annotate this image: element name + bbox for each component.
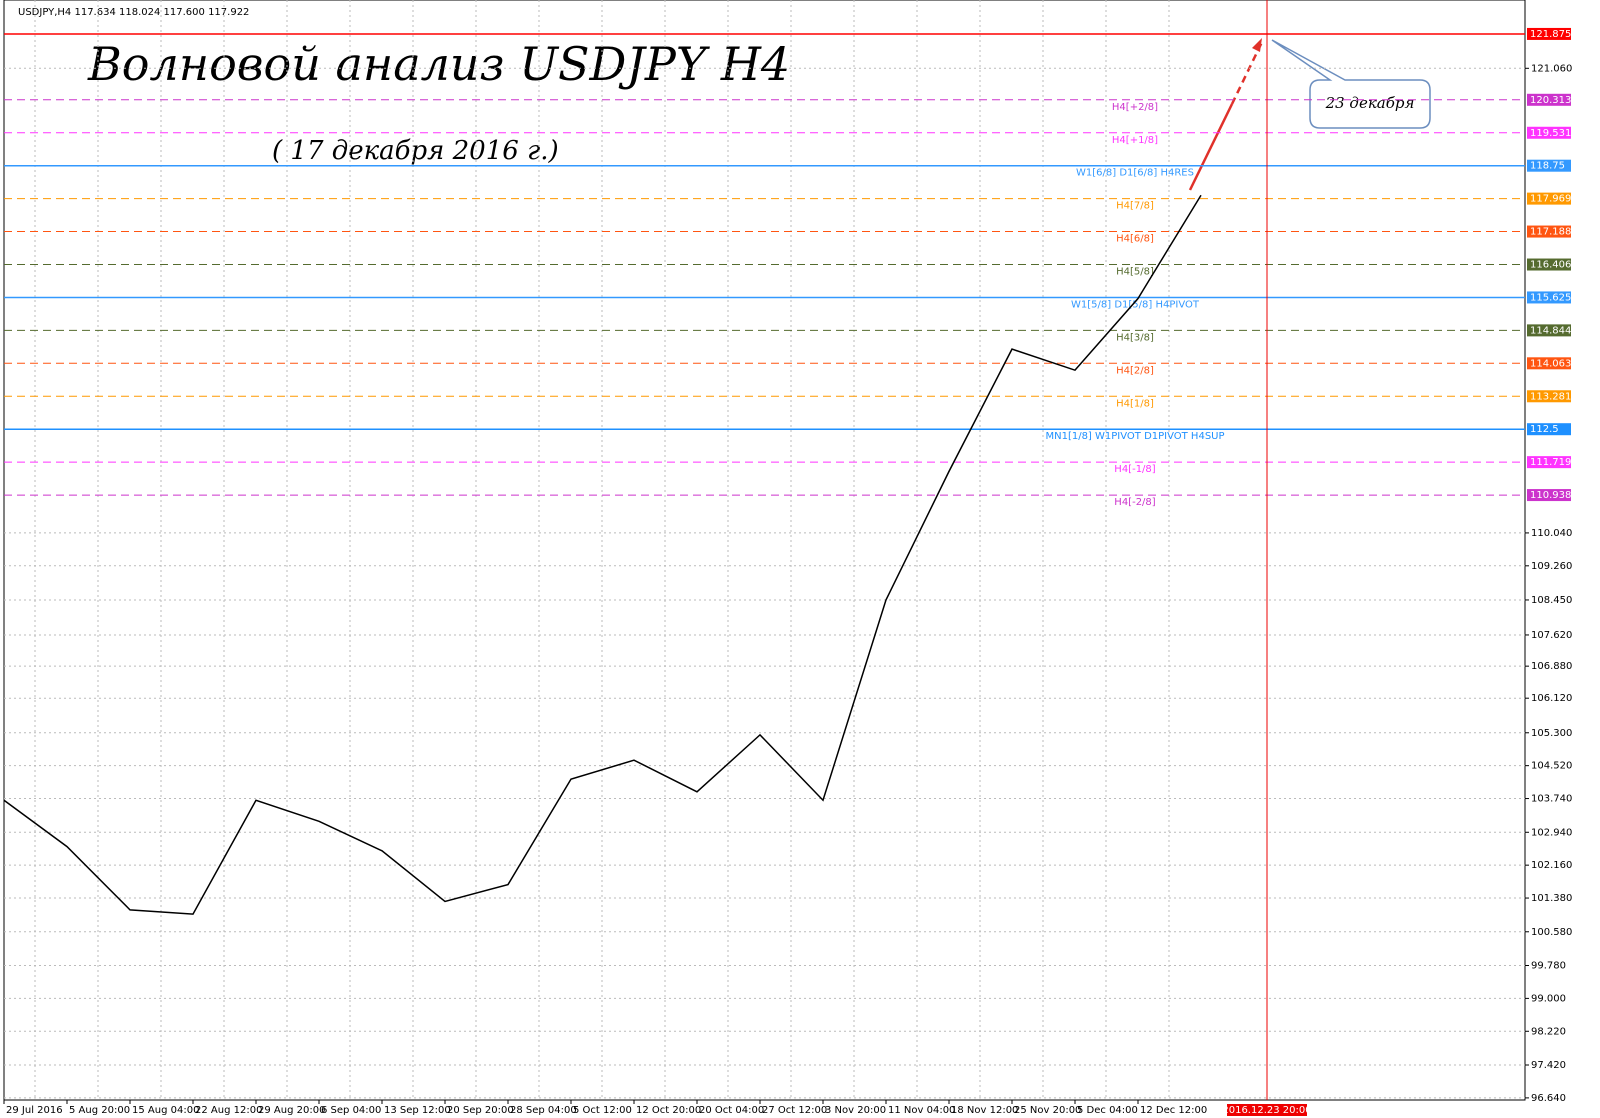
y-tick-label: 105.300 <box>1531 728 1572 739</box>
level-value: 112.5 <box>1530 424 1559 435</box>
y-tick-label: 104.520 <box>1531 761 1572 772</box>
level-box <box>1527 159 1571 172</box>
callout-box <box>1271 39 1431 129</box>
x-tick-label: 12 Oct 20:00 <box>636 1105 701 1116</box>
level-box <box>1527 93 1571 106</box>
y-tick-label: 100.580 <box>1531 927 1572 938</box>
level-label: MN1[1/8] W1PIVOT D1PIVOT H4SUP <box>1045 431 1224 442</box>
level-label: H4[+1/8] <box>1112 135 1158 146</box>
level-box <box>1527 126 1571 139</box>
level-value: 117.188 <box>1530 227 1571 238</box>
y-tick-label: 110.040 <box>1531 528 1572 539</box>
level-label: H4[-2/8] <box>1114 497 1155 508</box>
y-tick-label: 97.420 <box>1531 1060 1566 1071</box>
level-box <box>1527 324 1571 337</box>
y-tick-label: 103.740 <box>1531 794 1572 805</box>
level-box <box>1527 225 1571 238</box>
y-tick-label: 106.120 <box>1531 693 1572 704</box>
x-tick-label: 18 Nov 12:00 <box>951 1105 1018 1116</box>
x-tick-label: 12 Dec 12:00 <box>1140 1105 1207 1116</box>
level-value: 114.063 <box>1530 358 1571 369</box>
forecast-arrow <box>1188 103 1234 191</box>
level-box <box>1527 357 1571 370</box>
forecast-date: 2016.12.23 20:00 <box>1222 1105 1311 1116</box>
level-value: 114.844 <box>1530 325 1571 336</box>
x-tick-label: 5 Aug 20:00 <box>69 1105 130 1116</box>
level-label: H4[6/8] <box>1116 234 1154 245</box>
callout-text: 23 декабря <box>1325 94 1415 112</box>
y-tick-label: 99.000 <box>1531 993 1566 1004</box>
level-value: 111.719 <box>1530 457 1571 468</box>
x-tick-label: 5 Oct 12:00 <box>573 1105 632 1116</box>
level-value: 115.625 <box>1530 292 1571 303</box>
forecast-date-box <box>1227 1104 1307 1116</box>
price-line <box>3 194 1202 915</box>
y-tick-label: 102.160 <box>1531 860 1572 871</box>
x-tick-label: 22 Aug 12:00 <box>195 1105 262 1116</box>
level-box <box>1527 390 1571 403</box>
y-tick-label: 99.780 <box>1531 961 1566 972</box>
chart-title: Волновой анализ USDJPY H4 <box>87 37 790 91</box>
arrow-head <box>1252 38 1262 52</box>
level-box <box>1527 192 1571 205</box>
y-tick-label: 98.220 <box>1531 1026 1566 1037</box>
x-tick-label: 25 Nov 20:00 <box>1014 1105 1081 1116</box>
x-tick-label: 20 Oct 04:00 <box>699 1105 764 1116</box>
level-box <box>1527 456 1571 469</box>
chart-subtitle: ( 17 декабря 2016 г.) <box>272 136 559 166</box>
x-tick-label: 5 Dec 04:00 <box>1077 1105 1138 1116</box>
level-label: W1[5/8] D1[5/8] H4PIVOT <box>1071 299 1200 310</box>
x-tick-label: 27 Oct 12:00 <box>762 1105 827 1116</box>
level-value: 113.281 <box>1530 391 1571 402</box>
level-box <box>1527 423 1571 436</box>
x-tick-label: 11 Nov 04:00 <box>888 1105 955 1116</box>
plot-frame <box>3 0 1526 1101</box>
y-tick-label: 96.640 <box>1531 1093 1566 1104</box>
y-tick-label: 121.060 <box>1531 63 1572 74</box>
x-tick-label: 6 Sep 04:00 <box>321 1105 381 1116</box>
x-tick-label: 3 Nov 20:00 <box>825 1105 886 1116</box>
level-label: H4[7/8] <box>1116 201 1154 212</box>
x-tick-label: 28 Sep 04:00 <box>510 1105 577 1116</box>
y-tick-label: 108.450 <box>1531 595 1572 606</box>
x-tick-label: 29 Jul 2016 <box>6 1105 63 1116</box>
level-label: H4[2/8] <box>1116 365 1154 376</box>
level-value: 120.313 <box>1530 95 1571 106</box>
header: USDJPY,H4 117.634 118.024 117.600 117.92… <box>18 7 249 18</box>
level-value: 116.406 <box>1530 260 1571 271</box>
level-label: H4[1/8] <box>1116 398 1154 409</box>
level-label: H4[+2/8] <box>1112 102 1158 113</box>
level-value: 119.531 <box>1530 128 1571 139</box>
x-tick-label: 20 Sep 20:00 <box>447 1105 514 1116</box>
level-box <box>1527 258 1571 271</box>
level-value: 121.875 <box>1530 29 1571 40</box>
level-box <box>1527 27 1571 40</box>
y-tick-label: 109.260 <box>1531 561 1572 572</box>
level-box <box>1527 291 1571 304</box>
y-tick-label: 107.620 <box>1531 630 1572 641</box>
x-tick-label: 15 Aug 04:00 <box>132 1105 199 1116</box>
x-tick-label: 29 Aug 20:00 <box>258 1105 325 1116</box>
y-tick-label: 102.940 <box>1531 827 1572 838</box>
y-tick-label: 106.880 <box>1531 661 1572 672</box>
level-label: H4[-1/8] <box>1114 464 1155 475</box>
level-label: H4[5/8] <box>1116 267 1154 278</box>
level-label: H4[3/8] <box>1116 332 1154 343</box>
level-box <box>1527 489 1571 502</box>
y-tick-label: 101.380 <box>1531 893 1572 904</box>
level-value: 118.75 <box>1530 161 1565 172</box>
level-label: W1[6/8] D1[6/8] H4RES <box>1076 168 1194 179</box>
level-value: 110.938 <box>1530 490 1571 501</box>
level-value: 117.969 <box>1530 194 1571 205</box>
x-tick-label: 13 Sep 12:00 <box>384 1105 451 1116</box>
